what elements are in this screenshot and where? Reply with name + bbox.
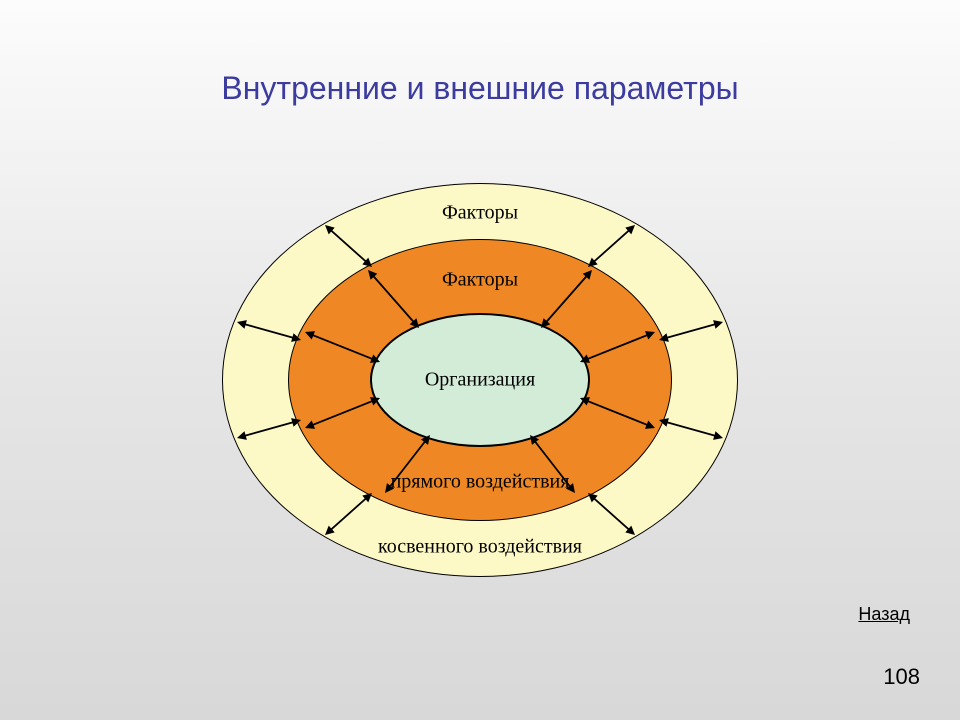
back-link[interactable]: Назад	[858, 604, 910, 625]
slide: Внутренние и внешние параметры Факторы Ф…	[0, 0, 960, 720]
label-middle-bottom: прямого воздействия	[391, 471, 570, 494]
slide-title: Внутренние и внешние параметры	[0, 70, 960, 107]
label-outer-top: Факторы	[442, 202, 518, 225]
label-inner-center: Организация	[425, 369, 535, 392]
label-outer-bottom: косвенного воздействия	[378, 536, 582, 559]
label-middle-top: Факторы	[442, 269, 518, 292]
page-number: 108	[883, 664, 920, 690]
